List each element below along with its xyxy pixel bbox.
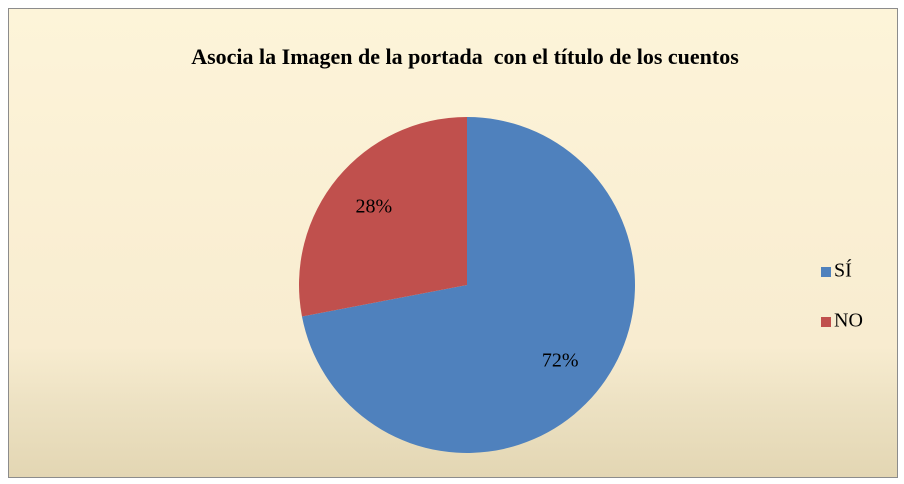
data-label: 28% — [355, 195, 392, 217]
legend-swatch — [821, 317, 831, 327]
data-label: 72% — [542, 350, 579, 372]
pie-slice — [301, 117, 635, 454]
legend-swatch — [821, 267, 831, 277]
legend-label: SÍ — [834, 259, 852, 282]
chart-title: Asocia la Imagen de la portada con el tí… — [191, 44, 739, 69]
pie-slice — [299, 117, 467, 317]
legend-label: NO — [834, 310, 863, 332]
